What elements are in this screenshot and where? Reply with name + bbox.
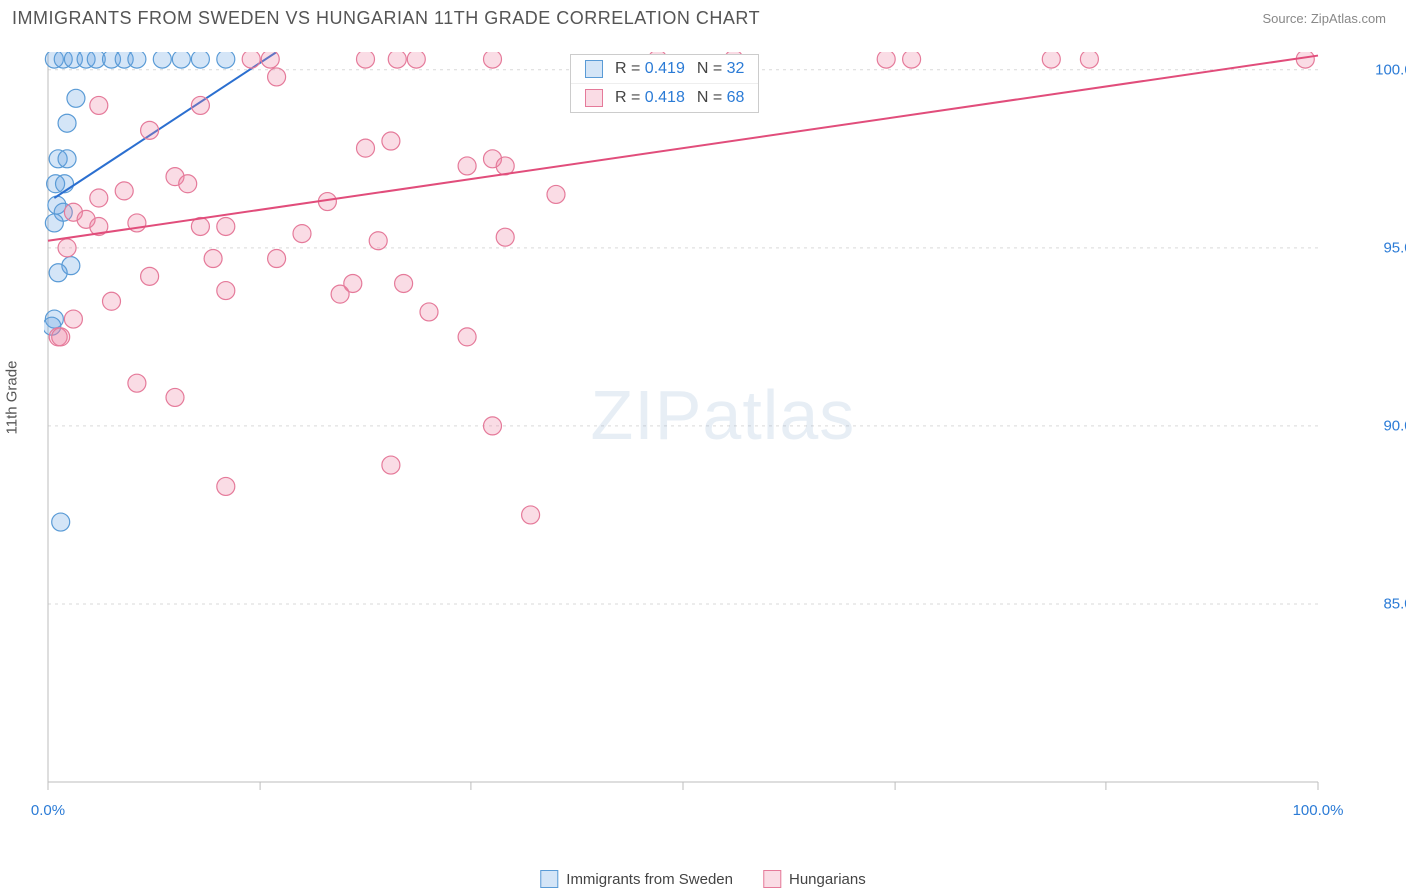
chart-title: IMMIGRANTS FROM SWEDEN VS HUNGARIAN 11TH… <box>12 8 760 29</box>
y-tick-label: 100.0% <box>1375 61 1406 78</box>
swatch-icon <box>585 60 603 78</box>
x-tick-label: 0.0% <box>31 802 65 819</box>
stats-row-hungarian: R = 0.418N = 68 <box>571 83 758 112</box>
x-tick-label: 100.0% <box>1293 802 1344 819</box>
scatter-chart <box>44 52 1334 812</box>
swatch-icon <box>540 870 558 888</box>
y-tick-label: 90.0% <box>1383 417 1406 434</box>
legend-item-sweden: Immigrants from Sweden <box>540 870 733 888</box>
y-tick-label: 95.0% <box>1383 239 1406 256</box>
legend-label: Hungarians <box>789 871 866 888</box>
swatch-icon <box>585 89 603 107</box>
legend-item-hungarian: Hungarians <box>763 870 866 888</box>
stats-row-sweden: R = 0.419N = 32 <box>571 55 758 83</box>
legend-label: Immigrants from Sweden <box>566 871 733 888</box>
y-tick-label: 85.0% <box>1383 595 1406 612</box>
source-label: Source: ZipAtlas.com <box>1262 11 1386 26</box>
swatch-icon <box>763 870 781 888</box>
bottom-legend: Immigrants from Sweden Hungarians <box>540 870 865 888</box>
stats-legend: R = 0.419N = 32R = 0.418N = 68 <box>570 54 759 113</box>
chart-area: 85.0%90.0%95.0%100.0%0.0%100.0% <box>44 52 1374 852</box>
y-axis-label: 11th Grade <box>4 361 21 435</box>
